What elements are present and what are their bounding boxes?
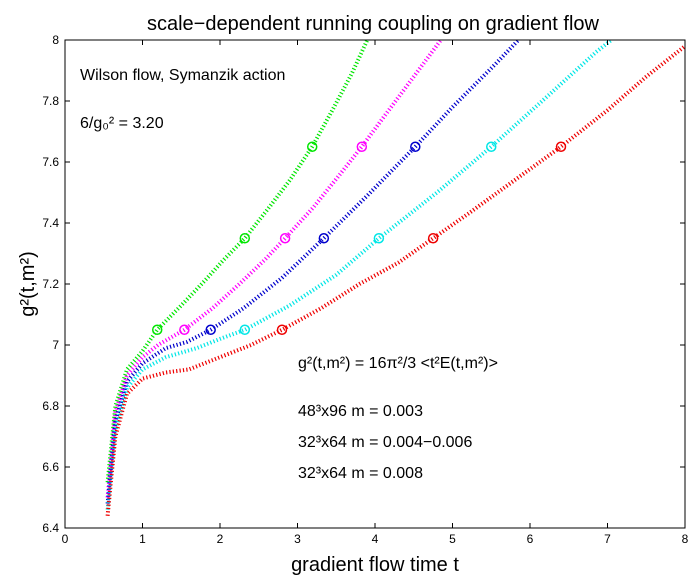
series-1-marker-3 <box>306 141 318 152</box>
x-tick-label: 2 <box>217 532 224 546</box>
series-line-2 <box>105 40 443 498</box>
y-tick-label: 7.8 <box>42 94 59 108</box>
x-tick-label: 6 <box>527 532 534 546</box>
series-3-marker-2 <box>318 233 330 244</box>
annotation-formula: g²(t,m²) = 16π²/3 <t²E(t,m²)> <box>298 355 498 372</box>
x-axis-label: gradient flow time t <box>291 554 459 576</box>
legend-ensemble-1: 48³x96 m = 0.003 <box>298 403 423 420</box>
y-tick-label: 7.2 <box>42 277 59 291</box>
y-tick-label: 8 <box>52 33 59 47</box>
legend-ensemble-3: 32³x64 m = 0.008 <box>298 465 423 482</box>
x-tick-label: 1 <box>139 532 146 546</box>
series-2-marker-2 <box>279 233 291 244</box>
y-tick-label: 6.8 <box>42 399 59 413</box>
series-3-marker-3 <box>410 141 421 152</box>
y-axis-label: g²(t,m²) <box>17 251 39 317</box>
y-tick-label: 6.6 <box>42 460 59 474</box>
y-tick-label: 6.4 <box>42 521 59 535</box>
legend-ensemble-2: 32³x64 m = 0.004−0.006 <box>298 434 472 451</box>
x-tick-label: 5 <box>449 532 456 546</box>
annotation-coupling: 6/g₀² = 3.20 <box>80 115 164 132</box>
series-line-1 <box>105 40 370 483</box>
series-line-4 <box>105 40 613 510</box>
series-2-marker-3 <box>356 141 368 152</box>
series-4-marker-2 <box>373 233 385 244</box>
annotation-method: Wilson flow, Symanzik action <box>80 67 285 84</box>
x-tick-label: 0 <box>62 532 69 546</box>
series-1-marker-1 <box>151 324 163 335</box>
series-5-marker-1 <box>276 324 288 335</box>
series-5-marker-3 <box>555 141 567 152</box>
series-2-marker-1 <box>179 324 190 335</box>
plot-frame <box>64 39 686 529</box>
y-tick-label: 7 <box>52 338 59 352</box>
chart-title: scale−dependent running coupling on grad… <box>147 13 600 35</box>
series-4-marker-3 <box>486 141 497 152</box>
y-tick-label: 7.6 <box>42 155 59 169</box>
x-tick-label: 4 <box>372 532 379 546</box>
series-3-marker-1 <box>205 324 216 335</box>
y-tick-label: 7.4 <box>42 216 59 230</box>
x-tick-label: 7 <box>604 532 611 546</box>
x-tick-label: 8 <box>682 532 689 546</box>
series-5-marker-2 <box>427 233 439 244</box>
series-4-marker-1 <box>239 324 251 335</box>
x-tick-label: 3 <box>294 532 301 546</box>
series-1-marker-2 <box>239 233 251 244</box>
